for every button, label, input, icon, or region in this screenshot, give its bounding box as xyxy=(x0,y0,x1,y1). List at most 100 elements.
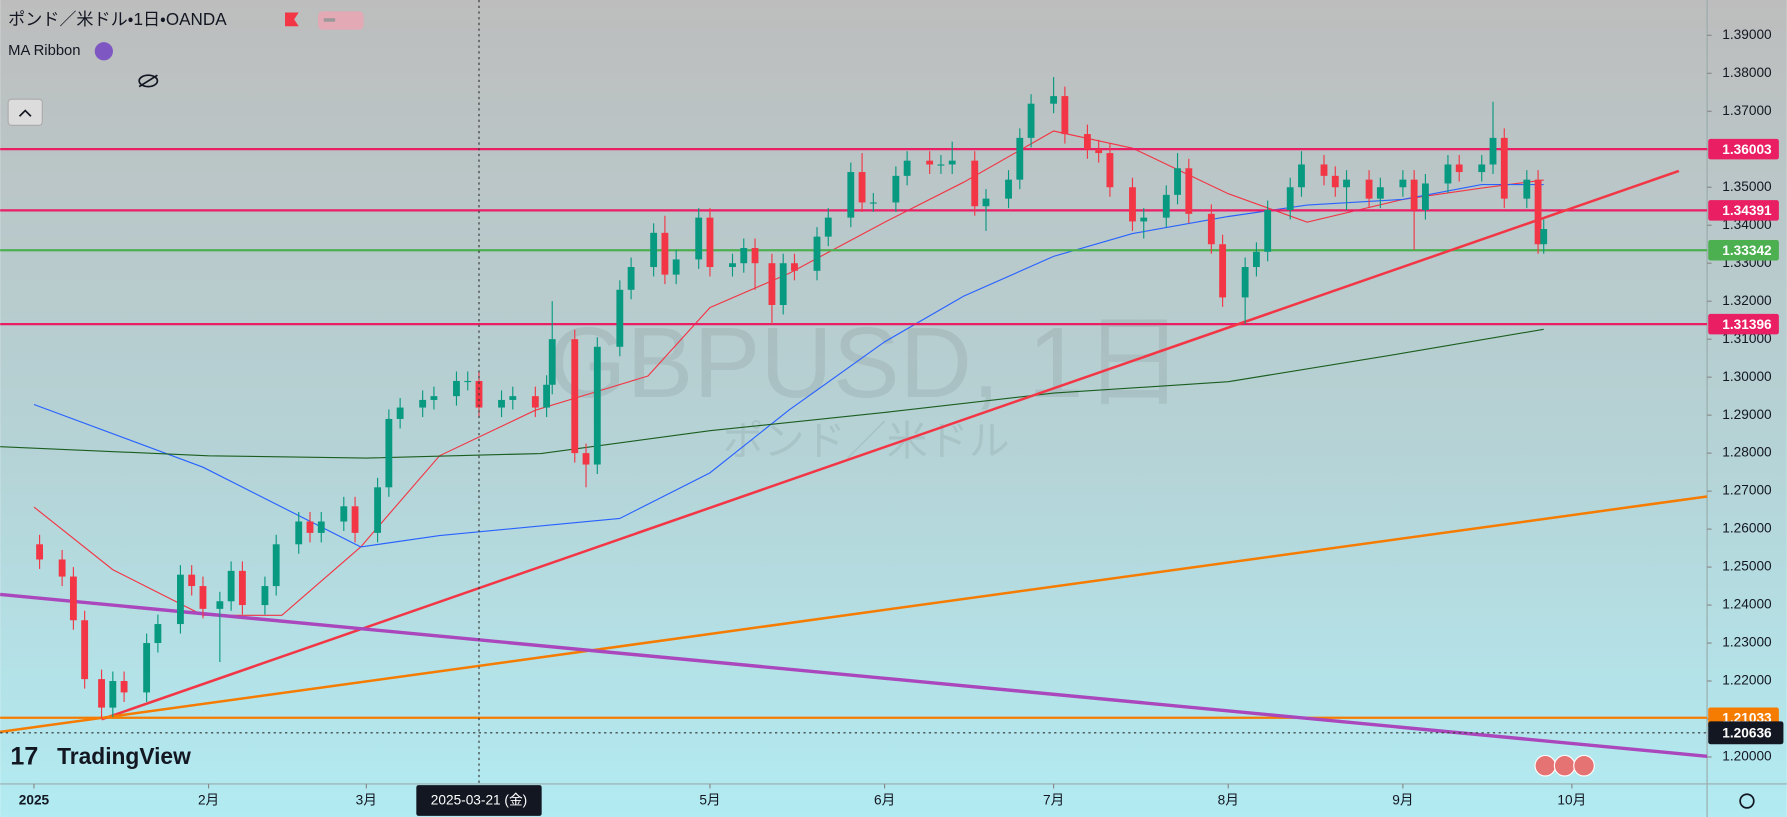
y-tick-label: 1.32000 xyxy=(1722,293,1772,308)
symbol-title[interactable]: ポンド／米ドル・1日・OANDA xyxy=(8,10,227,29)
logo[interactable]: TradingView xyxy=(57,743,191,769)
candle-body xyxy=(1061,96,1069,135)
price-label: 1.34391 xyxy=(1722,203,1772,218)
candle-body xyxy=(1016,137,1024,180)
candle-body xyxy=(498,399,505,408)
price-label-bg xyxy=(1708,200,1779,221)
flag-icon[interactable] xyxy=(285,12,299,27)
crosshair-price-bg xyxy=(1708,721,1784,745)
line xyxy=(0,592,1708,758)
header: ポンド／米ドル・1日・OANDA MA Ribbon 17 TradingVie… xyxy=(7,10,1755,809)
y-tick-label: 1.37000 xyxy=(1722,103,1772,118)
y-tick-label: 1.30000 xyxy=(1722,369,1772,384)
event-flag[interactable] xyxy=(1553,754,1576,777)
candle-body xyxy=(272,544,280,587)
candle-body xyxy=(1540,229,1548,245)
candle-body xyxy=(1106,153,1114,188)
candle-body xyxy=(1219,244,1227,298)
candle-body xyxy=(1320,164,1328,176)
candle-body xyxy=(695,217,703,260)
candle-body xyxy=(1444,164,1452,184)
candle-body xyxy=(751,248,759,264)
toggle-button[interactable] xyxy=(318,11,364,30)
candle-body xyxy=(430,396,438,400)
candle-body xyxy=(779,263,787,305)
price-label-bg xyxy=(1708,313,1779,335)
collapse-button[interactable] xyxy=(7,98,43,126)
candle-body xyxy=(509,396,517,400)
candle-body xyxy=(661,232,669,275)
x-tick-label: 2月 xyxy=(198,793,219,808)
candle-body xyxy=(216,601,224,609)
candle-body xyxy=(351,506,359,533)
price-label: 1.33342 xyxy=(1722,243,1772,258)
candle-body xyxy=(706,217,714,268)
x-tick-label: 6月 xyxy=(874,793,895,808)
candle-body xyxy=(1050,96,1058,104)
candle-body xyxy=(238,570,246,606)
x-tick-label: 9月 xyxy=(1392,793,1413,808)
line xyxy=(0,495,1708,734)
line xyxy=(0,328,1544,459)
candle-body xyxy=(1286,187,1294,211)
candle-body xyxy=(768,263,776,305)
candle-body xyxy=(858,172,866,203)
candle-body xyxy=(948,160,956,165)
candle-body xyxy=(869,202,877,204)
candle-body xyxy=(531,396,539,408)
candle-body xyxy=(1174,168,1181,195)
candle-body xyxy=(340,506,348,522)
candle-body xyxy=(306,521,314,533)
line xyxy=(33,184,1544,548)
candle-body xyxy=(543,384,551,408)
candle-body xyxy=(261,586,269,606)
indicator-label[interactable]: MA Ribbon xyxy=(8,43,80,59)
event-flag[interactable] xyxy=(1573,754,1595,777)
candle-body xyxy=(188,574,196,587)
candle-body xyxy=(672,259,680,275)
candle-body xyxy=(1252,251,1260,268)
candle-body xyxy=(374,487,382,533)
watermark-title: GBPUSD, 1日 xyxy=(549,307,1184,419)
indicator-icon[interactable] xyxy=(94,42,113,61)
settings-button[interactable] xyxy=(1739,793,1755,809)
candle-body xyxy=(593,346,601,465)
candle-body xyxy=(1534,179,1542,245)
eye-icon-outline xyxy=(138,74,159,88)
candle-body xyxy=(548,339,556,385)
x-tick-label: 8月 xyxy=(1218,793,1239,808)
logo-mark: 17 xyxy=(10,742,38,770)
candle-body xyxy=(729,263,736,268)
y-tick-label: 1.31000 xyxy=(1722,331,1772,346)
candle-body xyxy=(1500,137,1508,199)
candle-body xyxy=(143,643,151,693)
candle-body xyxy=(937,164,945,166)
y-tick-label: 1.23000 xyxy=(1722,635,1772,650)
x-tick-label: 7月 xyxy=(1043,793,1064,808)
candle-body xyxy=(903,160,911,176)
candle-body xyxy=(1095,149,1103,154)
candle-body xyxy=(813,236,821,271)
candle-body xyxy=(1376,187,1384,199)
price-label: 1.31396 xyxy=(1722,317,1772,332)
candle-body xyxy=(892,175,900,203)
candle-body xyxy=(385,418,393,488)
candle-body xyxy=(1162,194,1170,218)
x-tick-label: 3月 xyxy=(356,793,377,808)
candle-body xyxy=(453,380,460,397)
candle-body xyxy=(740,248,748,264)
crosshair-price: 1.20636 xyxy=(1722,726,1772,741)
y-tick-label: 1.35000 xyxy=(1722,179,1772,194)
candle-body xyxy=(1129,187,1136,222)
event-flag[interactable] xyxy=(1534,754,1557,777)
candle-body xyxy=(1264,210,1272,252)
y-tick-label: 1.24000 xyxy=(1722,597,1772,612)
candle-body xyxy=(177,574,184,625)
candle-body xyxy=(1331,175,1339,188)
y-tick-label: 1.20000 xyxy=(1722,749,1772,764)
candle-body xyxy=(396,407,404,419)
candle-body xyxy=(1298,164,1305,188)
